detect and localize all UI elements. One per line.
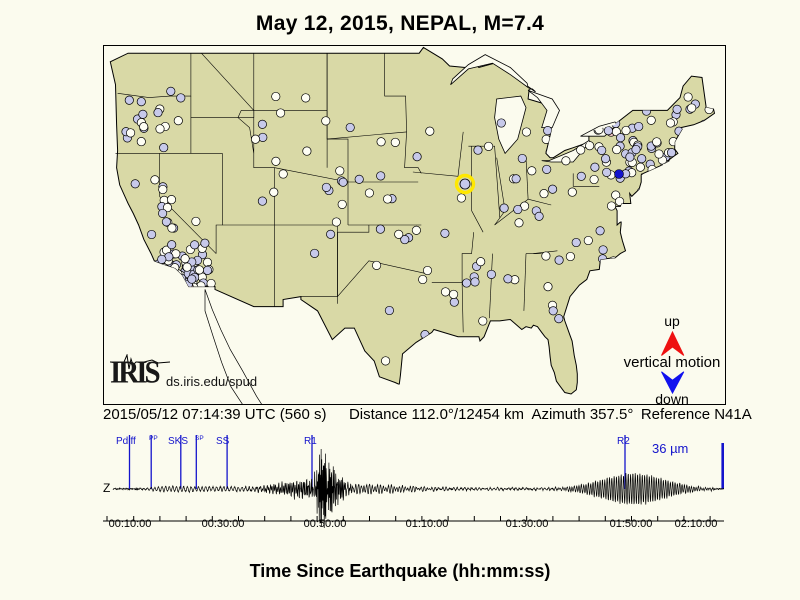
svg-text:PP: PP bbox=[149, 435, 158, 442]
svg-text:02:10:00: 02:10:00 bbox=[675, 518, 718, 528]
svg-text:R2: R2 bbox=[617, 436, 630, 447]
svg-text:Z: Z bbox=[103, 481, 110, 495]
svg-text:00:50:00: 00:50:00 bbox=[304, 518, 347, 528]
svg-text:SKS: SKS bbox=[168, 436, 188, 447]
svg-text:down: down bbox=[655, 391, 688, 404]
svg-text:SP: SP bbox=[195, 435, 204, 442]
svg-text:vertical motion: vertical motion bbox=[624, 354, 721, 371]
svg-text:00:10:00: 00:10:00 bbox=[109, 518, 152, 528]
svg-text:01:10:00: 01:10:00 bbox=[406, 518, 449, 528]
svg-text:R1: R1 bbox=[304, 436, 317, 447]
svg-text:00:30:00: 00:30:00 bbox=[202, 518, 245, 528]
svg-text:01:30:00: 01:30:00 bbox=[506, 518, 549, 528]
svg-text:Pdiff: Pdiff bbox=[116, 436, 136, 447]
svg-text:SS: SS bbox=[216, 436, 230, 447]
svg-text:up: up bbox=[664, 313, 680, 329]
svg-text:36 µm: 36 µm bbox=[652, 441, 688, 456]
svg-text:01:50:00: 01:50:00 bbox=[610, 518, 653, 528]
